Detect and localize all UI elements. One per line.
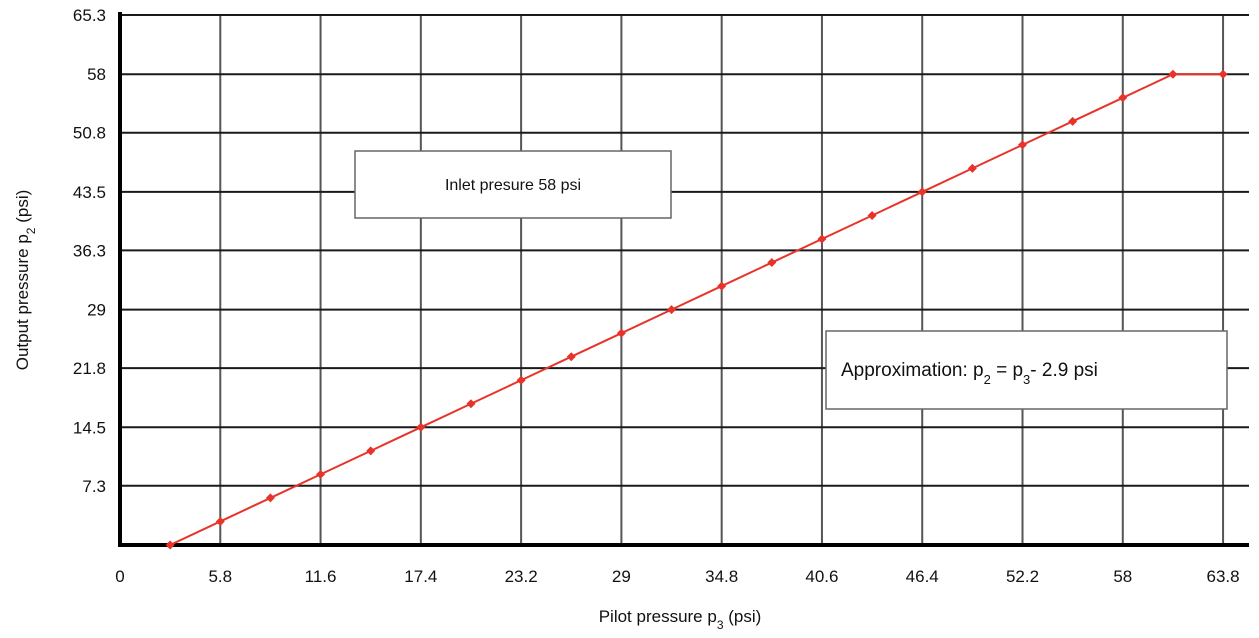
data-point-marker (1068, 116, 1078, 126)
y-tick-label: 29 (87, 301, 106, 320)
x-tick-label: 40.6 (805, 567, 838, 586)
approximation-annotation-text: Approximation: p2 = p3- 2.9 psi (841, 360, 1098, 387)
grid (120, 14, 1249, 545)
x-tick-label: 58 (1113, 567, 1132, 586)
data-point-marker (667, 305, 677, 315)
inlet-annotation: Inlet presure 58 psi (354, 150, 672, 219)
x-tick-label: 17.4 (404, 567, 437, 586)
y-tick-labels: 7.3 14.5 21.8 29 36.3 43.5 50.8 58 65.3 (73, 6, 106, 496)
x-tick-label: 52.2 (1006, 567, 1039, 586)
data-point-marker (1218, 69, 1228, 79)
data-point-marker (366, 446, 376, 456)
data-point-marker (316, 469, 326, 479)
data-point-marker (215, 516, 225, 526)
data-point-marker (516, 375, 526, 385)
x-tick-label: 0 (115, 567, 124, 586)
data-point-marker (967, 163, 977, 173)
data-point-marker (767, 258, 777, 268)
data-point-marker (416, 422, 426, 432)
data-point-marker (867, 210, 877, 220)
y-tick-label: 14.5 (73, 418, 106, 437)
x-tick-label: 46.4 (906, 567, 939, 586)
data-point-marker (717, 281, 727, 291)
x-tick-labels: 0 5.8 11.6 17.4 23.2 29 34.8 40.6 46.4 52.2 58 63.8 (115, 567, 1239, 586)
y-tick-label: 43.5 (73, 183, 106, 202)
series-line (169, 73, 1224, 546)
x-tick-label: 29 (612, 567, 631, 586)
data-point-marker (566, 352, 576, 362)
data-point-marker (466, 399, 476, 409)
x-tick-label: 11.6 (305, 567, 337, 586)
x-tick-label: 23.2 (505, 567, 538, 586)
data-point-marker (616, 328, 626, 338)
axes (118, 12, 1249, 547)
data-point-marker (1168, 69, 1178, 79)
x-tick-label: 63.8 (1207, 567, 1240, 586)
data-point-marker (1118, 93, 1128, 103)
y-tick-label: 58 (87, 65, 106, 84)
x-axis-title: Pilot pressure p3 (psi) (599, 607, 762, 632)
inlet-annotation-text: Inlet presure 58 psi (445, 177, 581, 194)
data-point-marker (917, 187, 927, 197)
data-point-marker (1018, 140, 1028, 150)
y-tick-label: 50.8 (73, 124, 106, 143)
data-point-marker (265, 493, 275, 503)
inlet-annotation-box (354, 150, 672, 219)
data-point-marker (165, 540, 175, 550)
data-point-marker (817, 234, 827, 244)
x-tick-label: 5.8 (208, 567, 232, 586)
y-tick-label: 36.3 (73, 241, 106, 260)
y-tick-label: 65.3 (73, 6, 106, 25)
approximation-annotation-box (825, 330, 1228, 410)
y-tick-label: 7.3 (82, 477, 106, 496)
approximation-annotation: Approximation: p2 = p3- 2.9 psi (825, 330, 1228, 410)
data-series (165, 69, 1228, 550)
y-tick-label: 21.8 (73, 359, 106, 378)
y-axis-title: Output pressure p2 (psi) (13, 190, 38, 371)
x-tick-label: 34.8 (705, 567, 738, 586)
